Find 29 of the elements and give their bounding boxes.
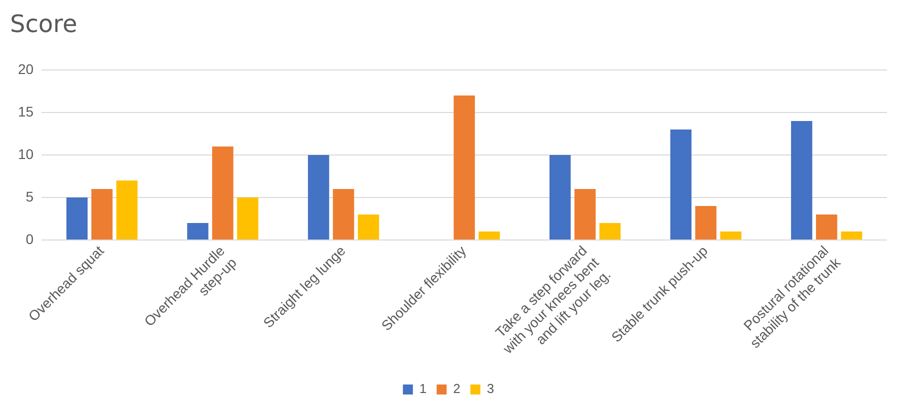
bar	[91, 189, 113, 240]
bar	[66, 198, 88, 240]
bar	[212, 146, 234, 240]
bar	[358, 214, 380, 240]
y-tick-label: 5	[26, 188, 34, 204]
bar	[816, 214, 838, 240]
bar	[840, 232, 862, 240]
bar	[549, 155, 571, 240]
bar	[574, 189, 596, 240]
bar	[670, 130, 692, 240]
bar	[478, 232, 500, 240]
bar	[116, 180, 138, 240]
bar	[695, 206, 716, 240]
bar	[237, 198, 258, 240]
bar	[332, 189, 354, 240]
y-tick-label: 10	[18, 146, 34, 162]
bar	[454, 96, 475, 240]
bar	[308, 155, 330, 240]
bar	[599, 223, 621, 240]
legend-label: 1	[419, 381, 427, 396]
chart-title: Score	[10, 10, 78, 38]
legend-label: 3	[486, 381, 494, 396]
y-tick-label: 15	[18, 103, 34, 120]
y-tick-label: 0	[26, 230, 34, 247]
bar	[720, 232, 742, 240]
bar	[187, 223, 208, 240]
bar	[791, 121, 812, 240]
legend-label: 2	[453, 381, 460, 396]
y-tick-label: 20	[18, 60, 34, 77]
